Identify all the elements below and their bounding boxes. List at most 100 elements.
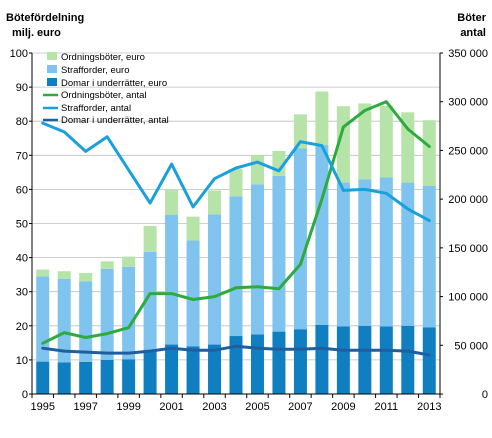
bar-strafforder-euro xyxy=(229,196,243,337)
bar-domar-euro xyxy=(143,349,157,394)
bar-ordningsboter-euro xyxy=(143,225,157,252)
bar-ordningsboter-euro xyxy=(57,271,71,279)
bar-domar-euro xyxy=(315,324,329,394)
line-series-layer xyxy=(41,100,431,357)
line-domar-antal xyxy=(41,344,431,357)
bar-domar-euro xyxy=(229,336,243,394)
bar-strafforder-euro xyxy=(57,278,71,363)
bar-ordningsboter-euro xyxy=(229,168,243,197)
bar-strafforder-euro xyxy=(272,175,286,332)
bar-strafforder-euro xyxy=(208,214,222,345)
y-left-tick-label: 70 xyxy=(16,150,28,162)
bar-ordningsboter-euro xyxy=(315,91,329,146)
x-tick-label: 2007 xyxy=(288,401,312,413)
bar-domar-euro xyxy=(79,361,93,394)
y-right-tick-label: 100 000 xyxy=(448,292,488,304)
right-axis-title-line1: Böter xyxy=(457,12,486,24)
bar-domar-euro xyxy=(208,344,222,394)
y-left-tick-label: 90 xyxy=(16,82,28,94)
y-right-tick-label: 50 000 xyxy=(454,340,488,352)
line-strafforder-antal xyxy=(41,121,431,223)
bar-domar-euro xyxy=(57,362,71,394)
bar-ordningsboter-euro xyxy=(79,272,93,282)
x-tick-label: 2005 xyxy=(245,401,269,413)
bar-ordningsboter-euro xyxy=(165,190,179,215)
bar-ordningsboter-euro xyxy=(250,155,264,185)
legend-label-ordningsboter-antal: Ordningsböter, antal xyxy=(61,90,147,101)
bar-strafforder-euro xyxy=(250,184,264,335)
bar-strafforder-euro xyxy=(315,145,329,325)
bar-strafforder-euro xyxy=(79,281,93,362)
x-tick-label: 1999 xyxy=(116,401,140,413)
legend-label-domar-euro: Domar i underrätter, euro xyxy=(61,78,167,89)
y-left-tick-label: 60 xyxy=(16,184,28,196)
bar-series-layer xyxy=(36,91,436,394)
x-tick-label: 2013 xyxy=(417,401,441,413)
bar-strafforder-euro xyxy=(100,268,114,360)
bar-ordningsboter-euro xyxy=(422,120,436,186)
y-left-tick-label: 40 xyxy=(16,253,28,265)
y-right-tick-label: 200 000 xyxy=(448,194,488,206)
legend-label-domar-antal: Domar i underrätter, antal xyxy=(61,115,169,126)
bar-strafforder-euro xyxy=(358,179,372,326)
legend-label-strafforder-euro: Strafforder, euro xyxy=(61,65,129,76)
bar-ordningsboter-euro xyxy=(358,103,372,180)
y-left-tick-label: 100 xyxy=(10,48,28,60)
y-left-tick-label: 10 xyxy=(16,355,28,367)
x-tick-label: 2009 xyxy=(331,401,355,413)
bar-domar-euro xyxy=(379,326,393,394)
y-left-tick-label: 50 xyxy=(16,219,28,231)
x-tick-label: 2003 xyxy=(202,401,226,413)
bar-domar-euro xyxy=(336,326,350,394)
bar-domar-euro xyxy=(422,327,436,394)
bar-domar-euro xyxy=(165,344,179,394)
bar-domar-euro xyxy=(186,346,200,394)
bar-ordningsboter-euro xyxy=(36,269,50,277)
legend-swatch-ordningsboter-euro xyxy=(47,52,57,60)
left-axis-title-line2: milj. euro xyxy=(12,27,61,39)
bar-strafforder-euro xyxy=(336,182,350,327)
y-left-tick-label: 80 xyxy=(16,116,28,128)
bar-domar-euro xyxy=(358,325,372,394)
bar-domar-euro xyxy=(293,329,307,394)
y-left-tick-label: 30 xyxy=(16,287,28,299)
legend-label-ordningsboter-euro: Ordningsböter, euro xyxy=(61,52,145,63)
y-right-tick-label: 0 xyxy=(482,389,488,401)
bar-domar-euro xyxy=(250,334,264,394)
axes: 0 10 20 30 40 50 60 70 80 90 100 0 50 000 100 000 150 … xyxy=(10,48,488,413)
y-left-tick-label: 20 xyxy=(16,321,28,333)
bar-strafforder-euro xyxy=(293,148,307,330)
bar-domar-euro xyxy=(272,331,286,394)
bar-strafforder-euro xyxy=(422,185,436,328)
bar-ordningsboter-euro xyxy=(122,256,136,267)
bar-domar-euro xyxy=(36,361,50,394)
y-right-tick-label: 300 000 xyxy=(448,97,488,109)
y-right-tick-label: 150 000 xyxy=(448,243,488,255)
bar-ordningsboter-euro xyxy=(293,114,307,149)
bar-domar-euro xyxy=(401,325,415,394)
y-left-tick-label: 0 xyxy=(22,389,28,401)
legend-label-strafforder-antal: Strafforder, antal xyxy=(61,103,131,114)
legend: Ordningsböter, euro Strafforder, euro Do… xyxy=(43,52,169,126)
bar-ordningsboter-euro xyxy=(208,190,222,215)
bar-ordningsboter-euro xyxy=(100,261,114,269)
bar-strafforder-euro xyxy=(165,214,179,345)
line-ordningsboter-antal xyxy=(41,100,431,345)
bar-strafforder-euro xyxy=(379,177,393,327)
x-tick-label: 1995 xyxy=(30,401,54,413)
left-axis-title-line1: Bötefördelning xyxy=(6,12,84,24)
legend-swatch-domar-euro xyxy=(47,78,57,86)
y-right-tick-label: 350 000 xyxy=(448,48,488,60)
legend-swatch-strafforder-euro xyxy=(47,65,57,73)
bar-ordningsboter-euro xyxy=(186,216,200,241)
bar-ordningsboter-euro xyxy=(379,105,393,178)
bar-strafforder-euro xyxy=(401,182,415,326)
y-right-tick-label: 250 000 xyxy=(448,145,488,157)
x-tick-label: 2001 xyxy=(159,401,183,413)
x-tick-label: 2011 xyxy=(374,401,398,413)
right-axis-title-line2: antal xyxy=(460,27,486,39)
bar-domar-euro xyxy=(100,359,114,394)
bar-domar-euro xyxy=(122,359,136,394)
bar-strafforder-euro xyxy=(186,240,200,347)
